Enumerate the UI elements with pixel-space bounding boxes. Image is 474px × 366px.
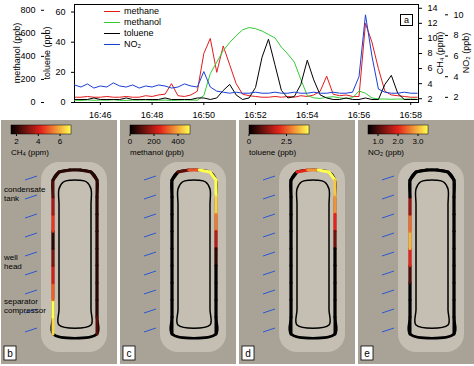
svg-text:400: 400 (20, 51, 35, 61)
svg-text:0: 0 (128, 137, 133, 146)
svg-text:6: 6 (428, 63, 433, 73)
html-text:methane: methane (124, 6, 159, 16)
svg-text:200: 200 (147, 137, 161, 146)
svg-text:600: 600 (20, 28, 35, 38)
svg-text:40: 40 (55, 37, 65, 47)
svg-text:methanol (ppb): methanol (ppb) (130, 148, 184, 157)
svg-text:60: 60 (55, 7, 65, 17)
svg-text:d: d (245, 348, 251, 359)
svg-text:10: 10 (427, 33, 438, 44)
svg-text:14: 14 (428, 3, 438, 13)
svg-text:2: 2 (428, 94, 433, 104)
svg-text:16:56: 16:56 (348, 110, 371, 120)
svg-text:1.0: 1.0 (372, 137, 384, 146)
svg-text:12: 12 (428, 18, 438, 28)
svg-text:4: 4 (428, 79, 433, 89)
svg-text:16:50: 16:50 (193, 110, 216, 120)
html-text:toluene (ppb): toluene (ppb) (42, 26, 52, 80)
svg-text:200: 200 (20, 74, 35, 84)
svg-text:10: 10 (454, 10, 464, 20)
svg-text:CH₄ (ppm): CH₄ (ppm) (11, 148, 49, 157)
svg-text:0: 0 (60, 97, 65, 107)
svg-text:condensatetank: condensatetank (4, 185, 46, 203)
svg-text:4: 4 (36, 137, 41, 146)
html-text:NO₂ (ppb): NO₂ (ppb) (461, 32, 471, 74)
svg-text:8: 8 (454, 30, 459, 40)
svg-text:0: 0 (30, 97, 35, 107)
svg-text:16:52: 16:52 (244, 110, 267, 120)
svg-text:c: c (127, 348, 132, 359)
svg-text:2.5: 2.5 (281, 137, 293, 146)
svg-text:separatorcompressor: separatorcompressor (4, 297, 46, 315)
html-text:a: a (404, 15, 409, 25)
svg-text:6: 6 (58, 137, 63, 146)
svg-text:800: 800 (20, 5, 35, 15)
svg-text:20: 20 (55, 67, 65, 77)
svg-text:16:48: 16:48 (141, 110, 164, 120)
svg-text:2.0: 2.0 (392, 137, 404, 146)
html-text:toluene: toluene (124, 28, 154, 38)
svg-text:16:58: 16:58 (399, 110, 422, 120)
svg-text:16:46: 16:46 (89, 110, 112, 120)
html-text:methanol (ppb): methanol (ppb) (12, 22, 22, 84)
svg-text:400: 400 (171, 137, 185, 146)
svg-text:b: b (7, 348, 13, 359)
svg-text:wellhead: wellhead (3, 253, 22, 271)
svg-text:2: 2 (454, 92, 459, 102)
svg-text:3.0: 3.0 (412, 137, 424, 146)
svg-text:NO₂ (ppb): NO₂ (ppb) (368, 148, 404, 157)
svg-text:0: 0 (247, 137, 252, 146)
svg-text:2: 2 (14, 137, 19, 146)
html-text:NO₂: NO₂ (124, 39, 141, 49)
svg-text:16:54: 16:54 (296, 110, 319, 120)
html-text:methanol: methanol (124, 17, 161, 27)
svg-text:toluene (ppb): toluene (ppb) (249, 148, 296, 157)
svg-text:8: 8 (428, 48, 433, 58)
html-text:CH₄ (ppm): CH₄ (ppm) (435, 31, 445, 75)
svg-text:4: 4 (454, 72, 459, 82)
svg-text:6: 6 (454, 51, 459, 61)
svg-text:e: e (364, 348, 370, 359)
